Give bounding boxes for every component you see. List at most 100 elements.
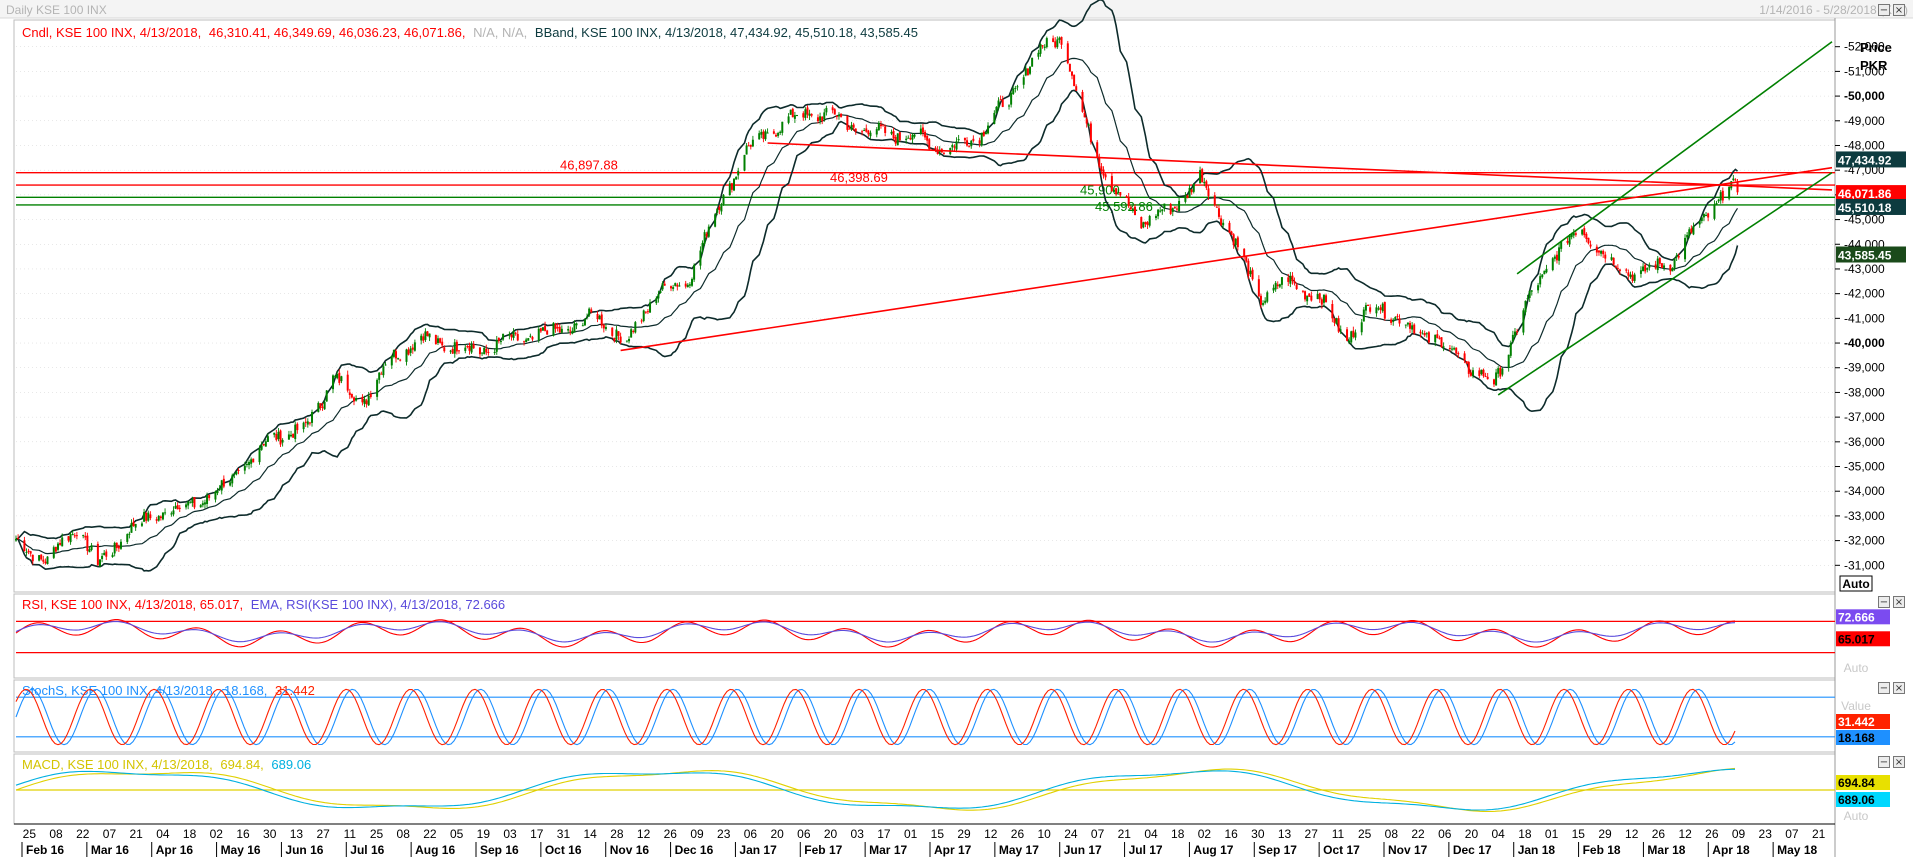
candle-body <box>984 132 987 135</box>
x-month-label: Jun 16 <box>285 843 323 857</box>
candle-body <box>649 302 652 313</box>
candle-body <box>875 129 878 135</box>
candle-body <box>31 554 34 562</box>
candle-body <box>1421 333 1424 335</box>
x-day-tick-label: 10 <box>1037 827 1051 841</box>
stochs-k-badge <box>1836 730 1890 745</box>
candle-body <box>1457 353 1460 355</box>
candle-body <box>1705 214 1708 216</box>
candle-body <box>1728 186 1731 199</box>
candle-body <box>1715 203 1718 205</box>
x-axis: 25 08 22 07 21 04 18 02 16 30 13 27 11 25 08 22 05 19 03 17… <box>21 827 1826 857</box>
price-value-badge-label: 45,510.18 <box>1838 201 1892 215</box>
candle-body <box>1117 191 1120 193</box>
macd-panel-minimize-button[interactable]: − <box>1878 756 1890 768</box>
candle-body <box>1247 260 1250 277</box>
x-month-label: Mar 18 <box>1647 843 1685 857</box>
candle-body <box>1133 206 1136 216</box>
candle-body <box>590 309 593 313</box>
candle-body <box>273 432 276 435</box>
x-month-label: Dec 17 <box>1453 843 1492 857</box>
candle-body <box>353 397 356 402</box>
x-day-tick-label: 29 <box>1598 827 1612 841</box>
candle-body <box>1293 281 1296 284</box>
candle-body <box>554 324 557 329</box>
candle-body <box>1098 157 1101 167</box>
rsi-ema-legend-text: EMA, RSI(KSE 100 INX), 4/13/2018, 72.666 <box>251 597 505 612</box>
candle-body <box>1031 57 1034 67</box>
candle-body <box>1081 91 1084 112</box>
candle-body <box>596 314 599 320</box>
candle-body <box>510 334 513 338</box>
macd-panel-close-button[interactable]: × <box>1893 756 1905 768</box>
rsi-panel-minimize-button[interactable]: − <box>1878 596 1890 608</box>
candle-body <box>1071 71 1074 76</box>
candle-body <box>928 139 931 150</box>
candle-body <box>821 116 824 122</box>
candle-body <box>699 250 702 266</box>
candle-body <box>363 398 366 404</box>
candle-body <box>1112 189 1115 192</box>
price-auto-button[interactable] <box>1839 575 1873 592</box>
x-day-tick-label: 15 <box>931 827 945 841</box>
stochs-panel-minimize-button[interactable]: − <box>1878 682 1890 694</box>
macd-signal-badge <box>1836 792 1890 807</box>
title-bar <box>0 0 1913 18</box>
candle-body <box>1566 241 1569 243</box>
candle-body <box>1041 45 1044 47</box>
candle-body <box>1295 284 1298 289</box>
stochs-panel-close-button[interactable]: × <box>1893 682 1905 694</box>
candle-body <box>1495 372 1498 386</box>
candle-body <box>1217 208 1220 217</box>
x-month-label: Feb 17 <box>804 843 842 857</box>
price-tick-label: -37,000 <box>1844 410 1885 424</box>
candle-body <box>296 423 299 431</box>
x-day-tick-label: 04 <box>1144 827 1158 841</box>
candle-body <box>942 152 945 154</box>
candle-body <box>1627 272 1630 276</box>
candle-body <box>1178 200 1181 212</box>
candle-body <box>552 322 555 336</box>
horizontal-level-label: 45,592.86 <box>1095 199 1153 214</box>
x-day-tick-label: 25 <box>1358 827 1372 841</box>
candle-body <box>1146 222 1149 226</box>
candle-body <box>1537 285 1540 291</box>
candle-body <box>67 536 70 541</box>
candle-body <box>546 330 549 335</box>
candle-body <box>1278 284 1281 287</box>
candle-body <box>1104 174 1107 178</box>
rsi-panel-close-button[interactable]: × <box>1893 596 1905 608</box>
candle-body <box>1455 347 1458 354</box>
candle-body <box>1129 207 1132 210</box>
candle-body <box>1367 304 1370 306</box>
candlesticks <box>15 35 1739 568</box>
candle-body <box>319 403 322 408</box>
candle-body <box>1259 295 1262 305</box>
candle-body <box>117 546 120 549</box>
x-day-tick-label: 30 <box>1251 827 1265 841</box>
x-month-label: Feb 16 <box>26 843 64 857</box>
candle-body <box>1612 257 1615 265</box>
candle-body <box>191 498 194 503</box>
candle-body <box>588 308 591 316</box>
candle-body <box>722 195 725 205</box>
candle-body <box>101 555 104 560</box>
candle-body <box>382 366 385 376</box>
x-month-label: May 17 <box>999 843 1039 857</box>
price-legend: Cndl, KSE 100 INX, 4/13/2018, 46,310.41,… <box>22 25 918 40</box>
candle-body <box>894 136 897 144</box>
candle-body <box>290 434 293 437</box>
price-tick-label: -43,000 <box>1844 262 1885 276</box>
horizontal-levels: 46,897.88 46,398.69 45,900 45,592.86 <box>16 158 1835 214</box>
price-panel-close-button[interactable]: × <box>1893 4 1905 16</box>
x-day-tick-label: 12 <box>1625 827 1639 841</box>
candle-body <box>911 134 914 140</box>
price-panel-minimize-button[interactable]: − <box>1878 4 1890 16</box>
candle-body <box>1115 188 1118 195</box>
rsi-legend-text: RSI, KSE 100 INX, 4/13/2018, 65.017, <box>22 597 243 612</box>
candle-body <box>1409 322 1412 329</box>
x-day-tick-label: 26 <box>664 827 678 841</box>
candle-body <box>516 334 519 341</box>
